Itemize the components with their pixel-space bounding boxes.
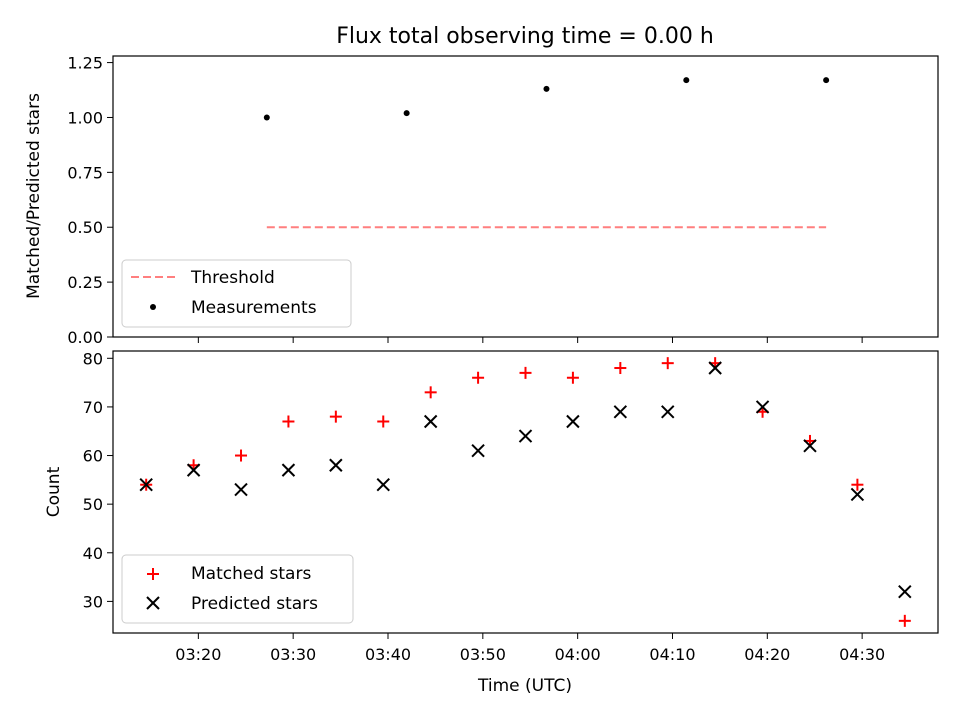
measurement-point [683,77,690,84]
matched-star-point [472,371,485,384]
matched-star-point [377,415,390,428]
predicted-star-point [186,463,201,477]
top-plot-frame [112,55,939,338]
predicted-star-point-b [518,429,533,443]
top-y-tick-label: 0.75 [67,163,103,182]
predicted-star-point [755,400,770,414]
measurement-point [263,114,270,121]
bottom-x-tick-label: 03:20 [175,645,221,664]
legend-predicted-label: Predicted stars [191,594,318,614]
predicted-star-point-b [898,584,912,599]
matched-star-point [329,410,342,423]
top-y-tick-label: 0.50 [67,218,103,237]
legend-matched-label: Matched stars [191,564,311,584]
predicted-star-point [423,414,438,429]
chart-title: Flux total observing time = 0.00 h [336,24,714,49]
predicted-star-point [471,443,485,458]
bottom-x-tick-label: 04:00 [555,645,601,664]
matched-star-point [566,371,579,384]
predicted-star-point-b [186,463,201,477]
bottom-x-tick-label: 03:50 [460,645,506,664]
predicted-star-point [613,405,628,419]
bottom-y-tick-label: 50 [83,495,103,514]
predicted-star-point [234,482,248,497]
bottom-x-tick-label: 04:30 [839,645,885,664]
matched-star-point [282,415,295,428]
predicted-star-point-b [376,477,390,492]
matched-star-point [519,366,532,379]
bottom-y-tick-label: 40 [83,544,103,563]
bottom-legend: Matched stars Predicted stars [121,554,354,624]
predicted-star-point [139,477,153,492]
matched-star-point [235,449,248,462]
predicted-star-point [329,458,343,472]
matched-star-point [898,614,911,627]
top-y-tick-label: 1.25 [67,54,103,73]
predicted-star-point-b [803,439,817,453]
measurement-point [403,110,410,117]
matched-star-point [851,478,864,491]
predicted-star-point-b [708,361,722,375]
predicted-star-point-b [329,458,343,472]
bottom-y-tick-label: 60 [83,447,103,466]
top-y-tick-label: 1.00 [67,108,103,127]
top-y-tick-label: 0.25 [67,273,103,292]
bottom-y-tick-label: 70 [83,398,103,417]
matched-star-point [424,386,437,399]
predicted-star-point [661,405,675,419]
top-y-axis-label: Matched/Predicted stars [24,93,44,299]
bottom-legend-box [121,554,354,624]
bottom-y-tick-label: 30 [83,592,103,611]
measurement-point [823,77,830,84]
predicted-star-point [281,463,296,477]
predicted-star-point [898,584,912,599]
bottom-plot-frame [112,350,939,634]
predicted-star-point [518,429,533,443]
bottom-x-tick-label: 04:10 [649,645,695,664]
predicted-star-point [850,487,865,502]
legend-measurements-label: Measurements [191,298,317,318]
top-legend: Threshold Measurements [121,259,352,328]
predicted-star-point-b [566,414,580,429]
predicted-star-point [376,477,390,492]
legend-matched-swatch [147,568,159,580]
legend-predicted-swatch-b [146,596,160,610]
bottom-x-tick-label: 03:30 [270,645,316,664]
x-axis-label: Time (UTC) [477,676,572,696]
predicted-star-point [708,361,722,375]
predicted-star-point-b [139,477,153,492]
top-legend-box [121,259,352,328]
bottom-y-axis-label: Count [44,466,64,517]
bottom-x-tick-label: 03:40 [365,645,411,664]
predicted-star-point-b [281,463,296,477]
predicted-star-point-b [613,405,628,419]
legend-predicted-swatch [146,596,160,610]
matched-star-point [614,362,627,375]
predicted-star-point-b [755,400,770,414]
legend-threshold-label: Threshold [190,268,275,288]
predicted-star-point [803,439,817,453]
legend-measurements-swatch [150,304,156,310]
predicted-star-point-b [234,482,248,497]
top-y-tick-label: 0.00 [67,328,103,347]
predicted-star-point-b [423,414,438,429]
matched-star-point [661,357,674,370]
predicted-star-point [566,414,580,429]
predicted-star-point-b [471,443,485,458]
measurement-point [543,85,550,92]
bottom-x-tick-label: 04:20 [744,645,790,664]
bottom-y-tick-label: 80 [83,349,103,368]
predicted-star-point-b [850,487,865,502]
predicted-star-point-b [661,405,675,419]
